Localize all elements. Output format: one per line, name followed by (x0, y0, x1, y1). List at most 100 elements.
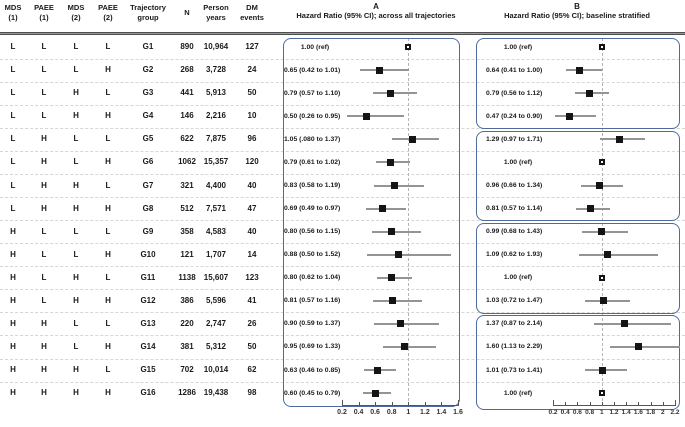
column-header-mds: MDS (2) (50, 3, 102, 22)
column-header-line1: PAEE (98, 3, 118, 12)
hr-label-panel-a: 0.79 (0.57 to 1.10) (284, 89, 341, 97)
hr-label-panel-a: 0.80 (0.56 to 1.15) (284, 228, 341, 236)
cell-n: 622 (180, 134, 194, 144)
axis-tick-panel-a (358, 402, 360, 406)
cell-mds2: L (73, 134, 79, 144)
cell-mds1: H (10, 295, 16, 305)
ci-bar-panel-a (371, 230, 421, 233)
column-header-line1: Trajectory (130, 3, 166, 12)
row-separator (0, 312, 685, 314)
cell-mds1: H (10, 318, 16, 328)
axis-tick-panel-b (577, 402, 579, 406)
row-separator (0, 358, 685, 360)
ci-bar-panel-b (609, 345, 681, 348)
cell-group: G9 (142, 226, 154, 236)
hr-label-panel-b: 1.00 (ref) (503, 389, 533, 397)
hr-ref-marker-panel-a (405, 44, 412, 50)
hr-marker-panel-b (566, 112, 573, 120)
cell-person-years: 7,875 (205, 134, 227, 144)
column-header-line1: MDS (4, 3, 22, 12)
column-header-paee: PAEE (2) (82, 3, 134, 22)
axis-tick-label-panel-b: 0.6 (572, 409, 582, 416)
cell-mds2: H (73, 295, 79, 305)
hr-label-panel-b: 1.29 (0.97 to 1.71) (486, 135, 543, 143)
cell-mds2: H (73, 88, 79, 98)
cell-dm-events: 50 (247, 88, 257, 98)
axis-tick-label-panel-a: 1.4 (436, 409, 447, 416)
cell-paee1: L (41, 88, 47, 98)
cell-paee1: L (41, 65, 47, 75)
cell-person-years: 2,747 (205, 318, 227, 328)
cell-group: G3 (142, 88, 154, 98)
row-separator (0, 289, 685, 291)
panel-b-box-1 (476, 38, 680, 129)
hr-marker-panel-b (600, 297, 608, 305)
row-separator (0, 81, 685, 83)
cell-paee1: L (41, 42, 47, 51)
hr-label-panel-b: 0.96 (0.66 to 1.34) (486, 182, 543, 189)
hr-marker-panel-b (634, 343, 642, 351)
hr-label-panel-a: 1.05 (.080 to 1.37) (284, 135, 341, 143)
cell-mds1: H (10, 249, 16, 259)
cell-paee1: L (41, 295, 47, 305)
cell-paee2: L (105, 318, 111, 328)
hr-marker-panel-a (388, 274, 396, 282)
hr-label-panel-b: 0.64 (0.41 to 1.00) (486, 66, 543, 74)
ci-bar-panel-b (585, 369, 627, 371)
axis-tick-panel-b (601, 402, 603, 406)
panel-b-box-2 (476, 130, 680, 222)
cell-group: G1 (142, 42, 154, 51)
cell-group: G13 (140, 318, 156, 328)
panel-b-box-4 (476, 315, 680, 410)
cell-paee1: H (41, 134, 47, 144)
ci-bar-panel-a (347, 115, 405, 118)
axis-tick-panel-b (675, 400, 676, 406)
ci-bar-panel-b (582, 230, 629, 233)
row-separator (0, 173, 685, 175)
axis-tick-label-panel-b: 0.4 (560, 409, 570, 416)
column-header-dm: DM events (226, 3, 278, 22)
hr-marker-panel-b (586, 205, 594, 212)
cell-paee2: H (105, 249, 111, 259)
cell-paee1: H (41, 365, 47, 374)
cell-dm-events: 62 (247, 365, 257, 374)
hr-marker-panel-a (387, 158, 395, 166)
cell-group: G16 (140, 388, 156, 398)
panel-a-box (283, 38, 460, 407)
axis-tick-panel-b (662, 402, 664, 406)
hr-marker-panel-b (620, 320, 628, 328)
cell-paee2: H (105, 388, 111, 398)
cell-mds1: H (10, 341, 16, 351)
hr-label-panel-b: 1.01 (0.73 to 1.41) (486, 366, 543, 374)
hr-marker-panel-a (389, 297, 396, 305)
column-header-line2: events (240, 12, 264, 22)
cell-person-years: 1,707 (205, 249, 227, 259)
hr-ref-marker-panel-b (598, 44, 605, 50)
ci-bar-panel-b (584, 299, 631, 302)
hr-marker-panel-a (400, 343, 408, 351)
cell-paee2: L (105, 42, 111, 51)
axis-tick-label-panel-a: 0.4 (353, 409, 364, 416)
hr-marker-panel-b (595, 182, 603, 189)
panel-a-header: A Hazard Ratio (95% CI); across all traj… (266, 2, 486, 21)
cell-n: 381 (180, 341, 194, 351)
hr-label-panel-a: 0.69 (0.49 to 0.97) (284, 205, 341, 212)
hr-label-panel-b: 1.37 (0.87 to 2.14) (486, 320, 543, 328)
hr-marker-panel-a (363, 112, 371, 120)
ci-bar-panel-b (555, 115, 596, 118)
hr-label-panel-b: 1.60 (1.13 to 2.29) (486, 343, 543, 351)
cell-n: 1138 (178, 272, 196, 282)
cell-dm-events: 26 (247, 318, 257, 328)
axis-tick-label-panel-a: 1.2 (420, 409, 430, 416)
row-separator (0, 335, 685, 337)
ref-marker-dot (600, 46, 603, 48)
column-header-n: N (161, 3, 213, 18)
cell-mds2: L (73, 249, 79, 259)
axis-tick-panel-b (589, 402, 591, 406)
axis-tick-panel-a (441, 402, 443, 406)
cell-paee2: L (105, 134, 111, 144)
axis-tick-label-panel-b: 1 (599, 409, 604, 416)
cell-mds1: L (10, 42, 16, 51)
cell-dm-events: 96 (247, 134, 257, 144)
hr-label-panel-b: 1.00 (ref) (503, 274, 533, 282)
